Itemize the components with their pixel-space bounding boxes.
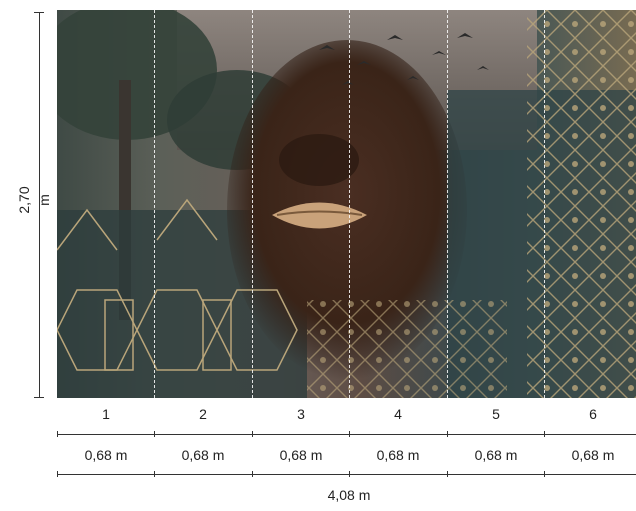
flying-birds — [319, 33, 489, 85]
panel-divider — [252, 10, 253, 398]
panel-width-label: 0,68 m — [181, 447, 225, 463]
panel-width-label: 0,68 m — [279, 447, 323, 463]
total-width-dimension-line — [57, 474, 636, 475]
ornament-bottom — [307, 300, 507, 398]
panel-divider — [544, 10, 545, 398]
dimension-tick — [544, 471, 545, 477]
panel-width-label: 0,68 m — [474, 447, 518, 463]
dimension-tick — [57, 431, 58, 437]
dimension-tick — [154, 431, 155, 437]
panel-number: 1 — [102, 406, 110, 422]
panel-divider — [349, 10, 350, 398]
panel-width-label: 0,68 m — [376, 447, 420, 463]
panel-number: 6 — [589, 406, 597, 422]
height-dimension-tick-top — [34, 12, 44, 13]
height-dimension-tick-bottom — [34, 397, 44, 398]
panel-divider — [154, 10, 155, 398]
mural-artwork — [57, 10, 636, 398]
dimension-tick — [154, 471, 155, 477]
dimension-tick — [349, 471, 350, 477]
panel-number: 5 — [492, 406, 500, 422]
dimension-tick — [252, 471, 253, 477]
panel-number: 2 — [199, 406, 207, 422]
dimension-tick — [349, 431, 350, 437]
lips-line — [276, 210, 363, 216]
dimension-tick — [57, 471, 58, 477]
panel-width-dimension-line — [57, 434, 636, 435]
nose — [279, 134, 359, 186]
total-width-label: 4,08 m — [327, 487, 371, 503]
dimension-tick — [252, 431, 253, 437]
panel-width-label: 0,68 m — [571, 447, 615, 463]
ornamental-pattern — [527, 10, 636, 398]
golden-lips — [272, 202, 367, 229]
panel-number: 3 — [297, 406, 305, 422]
panel-width-label: 0,68 m — [84, 447, 128, 463]
dimension-tick — [447, 431, 448, 437]
panel-number: 4 — [394, 406, 402, 422]
dimension-tick — [544, 431, 545, 437]
wallpaper-mural-image — [57, 10, 636, 398]
height-dimension-line — [39, 12, 40, 398]
dimension-tick — [447, 471, 448, 477]
height-label: 2,70 m — [16, 186, 52, 214]
panel-divider — [447, 10, 448, 398]
geometric-gold-lines — [57, 198, 298, 371]
